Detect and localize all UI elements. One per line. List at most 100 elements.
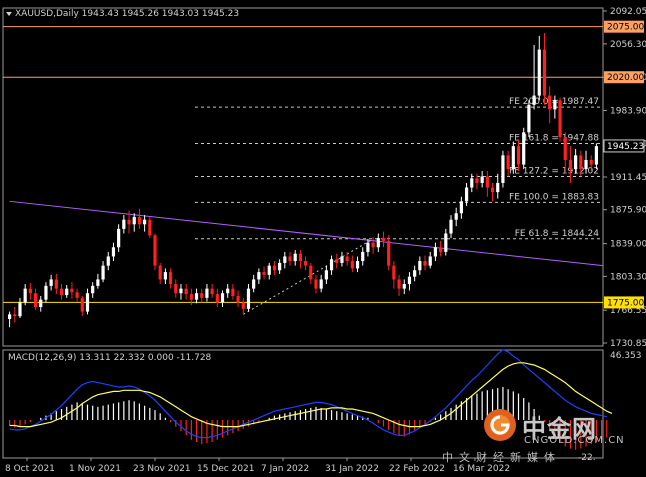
candle-body: [158, 265, 162, 280]
candle-body: [397, 279, 401, 289]
candle-body: [594, 146, 599, 165]
candle-body: [324, 270, 328, 280]
current-price-box: [603, 139, 645, 153]
candle-body: [433, 247, 438, 257]
price-tick-label: 1911.45: [610, 173, 646, 183]
candle-body: [522, 132, 526, 165]
candle-body: [184, 288, 188, 295]
candle-body: [148, 219, 152, 236]
candle-body: [371, 242, 375, 248]
candle-body: [215, 294, 219, 303]
candle-body: [407, 276, 412, 285]
candle-body: [7, 314, 12, 319]
candle-body: [54, 279, 58, 289]
candle-body: [153, 235, 157, 266]
candle-body: [137, 216, 142, 225]
candle-body: [361, 251, 365, 262]
candle-body: [314, 279, 318, 289]
candle-body: [563, 136, 567, 160]
candle-body: [402, 284, 406, 289]
candle-body: [298, 253, 303, 262]
candle-body: [179, 288, 183, 294]
candle-body: [91, 285, 95, 294]
candle-body: [189, 294, 193, 300]
current-price-label: 1945.23: [607, 142, 644, 152]
macd-panel: [2, 349, 604, 459]
candle-body: [262, 272, 266, 275]
candle-body: [449, 219, 453, 234]
x-tick-label: 8 Oct 2021: [5, 464, 55, 474]
candle-body: [257, 272, 261, 280]
candle-body: [527, 104, 531, 133]
candle-body: [174, 284, 178, 294]
macd-top-label: 46.353: [610, 351, 642, 361]
candle-body: [106, 256, 110, 266]
candle-body: [423, 261, 427, 266]
macd-line: [9, 348, 607, 439]
candle-body: [267, 265, 271, 275]
level-label-box: [604, 296, 644, 309]
level-label-box: [604, 20, 644, 33]
candle-body: [49, 279, 53, 286]
candle-body: [18, 302, 22, 317]
candle-body: [319, 279, 323, 289]
candle-body: [168, 272, 173, 285]
candle-body: [13, 314, 17, 317]
candle-body: [537, 49, 541, 96]
candle-body: [59, 288, 64, 296]
level-label: 1775.00: [607, 298, 644, 308]
candle-body: [516, 146, 521, 165]
x-tick-label: 31 Jan 2022: [325, 464, 379, 474]
candle-body: [44, 285, 48, 300]
candle-body: [246, 288, 251, 309]
candle-body: [288, 256, 292, 262]
candle-body: [553, 100, 557, 110]
candle-body: [480, 176, 484, 183]
candle-body: [293, 253, 297, 262]
level-label: 2075.00: [607, 23, 644, 33]
candle-body: [568, 159, 573, 170]
candle-body: [85, 293, 90, 312]
x-tick-label: 15 Dec 2021: [197, 464, 255, 474]
candle-body: [122, 219, 126, 229]
candle-body: [381, 238, 386, 241]
candle-body: [574, 155, 578, 170]
x-tick-label: 1 Nov 2021: [69, 464, 121, 474]
candle-body: [459, 201, 463, 214]
macd-bottom-label: -22.: [578, 453, 596, 463]
candle-body: [329, 259, 334, 271]
candle-body: [23, 288, 27, 303]
candle-body: [335, 259, 339, 263]
fe-label: FE 161.8 = 1947.88: [509, 134, 599, 144]
candle-body: [350, 261, 354, 269]
candle-body: [96, 279, 100, 286]
brand-domain: CNGOLD.COM.CN: [524, 435, 625, 446]
chart-header: XAUUSD,Daily 1943.43 1945.26 1943.03 194…: [15, 9, 239, 19]
candle-body: [252, 279, 256, 289]
candle-body: [272, 265, 277, 271]
price-tick-label: 1730.85: [610, 339, 646, 349]
candle-body: [542, 49, 547, 96]
x-tick-label: 22 Feb 2022: [389, 464, 445, 474]
trend-line: [9, 200, 604, 267]
fe-label: FE 127.2 = 1912.02: [509, 166, 599, 176]
candle-body: [205, 288, 209, 298]
candle-body: [65, 288, 69, 296]
candle-body: [584, 159, 588, 170]
level-label: 2020.00: [607, 73, 644, 83]
candle-body: [387, 240, 391, 266]
candle-body: [501, 155, 505, 183]
candle-body: [132, 216, 136, 225]
candle-body: [413, 270, 417, 277]
candle-body: [101, 265, 105, 280]
x-tick-label: 23 Nov 2021: [133, 464, 191, 474]
candle-body: [511, 146, 515, 170]
candle-body: [194, 293, 199, 300]
candle-body: [210, 288, 214, 295]
candle-body: [548, 95, 552, 110]
candle-body: [454, 213, 458, 220]
level-label-box: [604, 71, 644, 84]
candle-body: [589, 159, 593, 165]
fib-base-line: [243, 238, 374, 315]
